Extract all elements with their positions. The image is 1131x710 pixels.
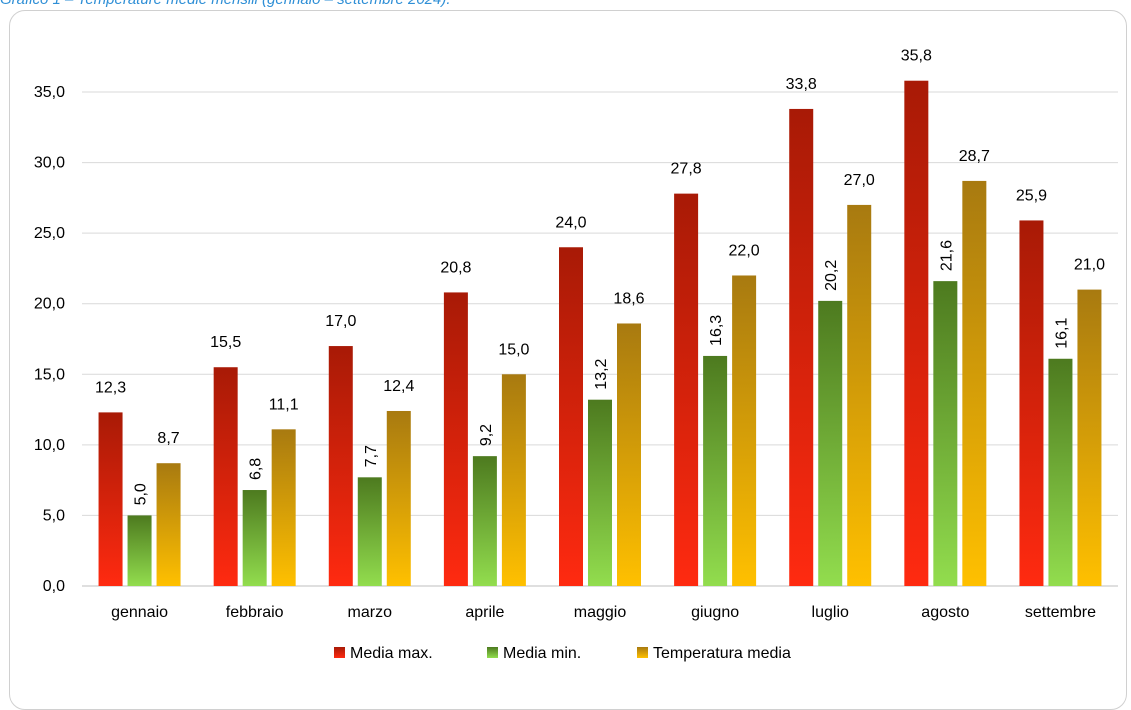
x-tick-label: gennaio	[111, 604, 168, 621]
data-label: 21,6	[938, 240, 955, 271]
bar-0-8	[1019, 220, 1044, 586]
bar-0-2	[328, 346, 353, 586]
bar-0-5	[674, 193, 699, 586]
data-label: 22,0	[729, 242, 760, 259]
bar-1-3	[472, 456, 497, 586]
data-label: 6,8	[248, 458, 265, 480]
data-label: 11,1	[269, 396, 299, 413]
bar-2-6	[847, 204, 872, 586]
data-label: 27,0	[844, 172, 875, 189]
legend-swatch	[637, 647, 648, 658]
data-label: 12,4	[383, 378, 414, 395]
data-label: 21,0	[1074, 257, 1105, 274]
bar-0-1	[213, 367, 238, 586]
bar-chart: 0,0 5,0 10,0 15,0 20,0 25,0 30,0 35,0 12,3 5,0 8,7…	[34, 48, 1118, 662]
x-tick-label: aprile	[465, 604, 504, 621]
data-label: 24,0	[555, 214, 586, 231]
bar-1-0	[127, 515, 152, 586]
data-label: 16,1	[1053, 318, 1070, 349]
data-label: 8,7	[157, 430, 179, 447]
bar-1-7	[933, 281, 958, 586]
chart-caption: Grafico 1 – Temperature medie mensili (g…	[0, 0, 451, 8]
bar-0-3	[443, 292, 468, 586]
data-label: 16,3	[708, 315, 725, 346]
legend-label: Temperatura media	[653, 645, 791, 662]
bar-1-5	[703, 355, 728, 586]
bar-2-7	[962, 180, 987, 587]
data-label: 33,8	[786, 76, 817, 93]
data-label: 35,8	[901, 48, 932, 65]
y-tick-label: 10,0	[34, 437, 65, 454]
bar-0-7	[904, 80, 929, 587]
y-tick-label: 15,0	[34, 366, 65, 383]
y-tick-label: 30,0	[34, 155, 65, 172]
x-tick-label: maggio	[574, 604, 627, 621]
x-tick-label: settembre	[1025, 604, 1096, 621]
data-label: 27,8	[671, 161, 702, 178]
legend-swatch	[487, 647, 498, 658]
data-label: 17,0	[325, 313, 356, 330]
bar-2-5	[732, 275, 757, 586]
bar-2-2	[386, 410, 411, 586]
bar-0-6	[789, 108, 814, 587]
x-tick-label: agosto	[921, 604, 969, 621]
data-label: 25,9	[1016, 187, 1047, 204]
data-label: 13,2	[593, 358, 610, 389]
bar-1-8	[1048, 358, 1073, 586]
data-label: 20,2	[823, 260, 840, 291]
bar-1-2	[357, 477, 382, 586]
bar-1-6	[818, 300, 843, 586]
data-label: 15,5	[210, 334, 241, 351]
x-tick-label: febbraio	[226, 604, 284, 621]
data-label: 5,0	[133, 483, 150, 505]
y-tick-label: 35,0	[34, 84, 65, 101]
bar-2-3	[501, 374, 526, 586]
data-label: 18,6	[613, 290, 644, 307]
bar-0-0	[98, 412, 123, 586]
x-tick-label: giugno	[691, 604, 739, 621]
y-tick-label: 20,0	[34, 296, 65, 313]
y-tick-label: 0,0	[43, 578, 65, 595]
data-label: 7,7	[363, 445, 380, 467]
y-tick-label: 25,0	[34, 225, 65, 242]
legend-swatch	[334, 647, 345, 658]
data-label: 20,8	[440, 259, 471, 276]
bar-2-8	[1077, 289, 1102, 586]
data-label: 12,3	[95, 379, 126, 396]
bar-0-4	[559, 247, 583, 586]
bar-2-4	[617, 323, 641, 586]
data-label: 28,7	[959, 148, 990, 165]
bar-1-1	[242, 490, 267, 586]
data-label: 15,0	[498, 341, 529, 358]
data-label: 9,2	[478, 424, 495, 446]
legend-label: Media max.	[350, 645, 433, 662]
x-tick-label: luglio	[812, 604, 849, 621]
legend-label: Media min.	[503, 645, 581, 662]
bar-1-4	[588, 399, 612, 586]
bar-2-0	[156, 463, 181, 586]
y-tick-label: 5,0	[43, 507, 65, 524]
bar-2-1	[271, 429, 296, 586]
x-tick-label: marzo	[348, 604, 393, 621]
